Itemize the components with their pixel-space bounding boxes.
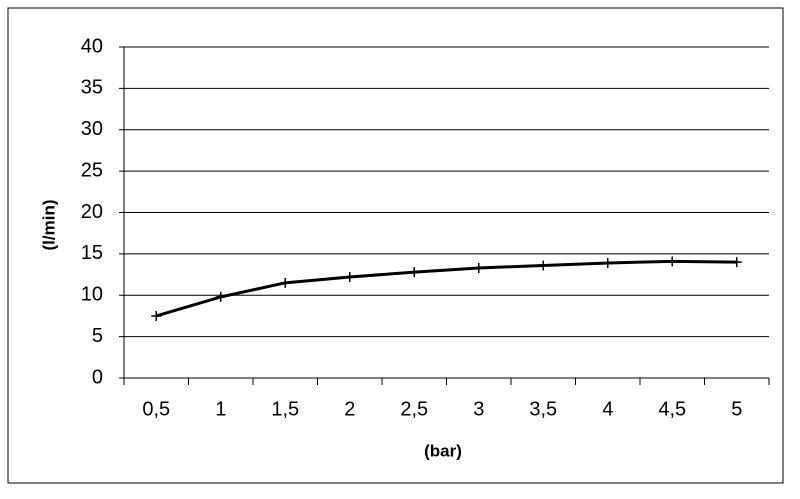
x-tick-label: 3 <box>473 398 484 420</box>
x-tick-label: 2,5 <box>400 398 428 420</box>
y-tick-label: 10 <box>81 284 103 306</box>
data-point <box>602 257 613 268</box>
data-point <box>538 260 549 271</box>
x-tick-label: 4,5 <box>658 398 686 420</box>
data-point <box>473 262 484 273</box>
x-tick-label: 3,5 <box>529 398 557 420</box>
x-tick-label: 1,5 <box>271 398 299 420</box>
data-point <box>409 267 420 278</box>
y-tick-label: 20 <box>81 201 103 223</box>
data-point <box>344 272 355 283</box>
data-point <box>667 256 678 267</box>
y-tick-label: 30 <box>81 118 103 140</box>
y-tick-label: 35 <box>81 77 103 99</box>
y-tick-label: 0 <box>92 366 103 388</box>
chart-border <box>7 7 784 484</box>
x-axis-title: (bar) <box>424 441 462 460</box>
data-point <box>731 257 742 268</box>
data-point <box>280 277 291 288</box>
x-tick-label: 2 <box>344 398 355 420</box>
y-tick-label: 5 <box>92 325 103 347</box>
x-tick-label: 4 <box>602 398 613 420</box>
y-tick-label: 25 <box>81 159 103 181</box>
y-tick-label: 15 <box>81 242 103 264</box>
x-tick-label: 5 <box>731 398 742 420</box>
x-tick-label: 0,5 <box>142 398 170 420</box>
data-point <box>151 310 162 321</box>
data-line <box>155 259 737 318</box>
y-axis-title: (l/min) <box>39 200 58 251</box>
data-point <box>215 291 226 302</box>
y-tick-label: 40 <box>81 35 103 57</box>
x-tick-label: 1 <box>215 398 226 420</box>
